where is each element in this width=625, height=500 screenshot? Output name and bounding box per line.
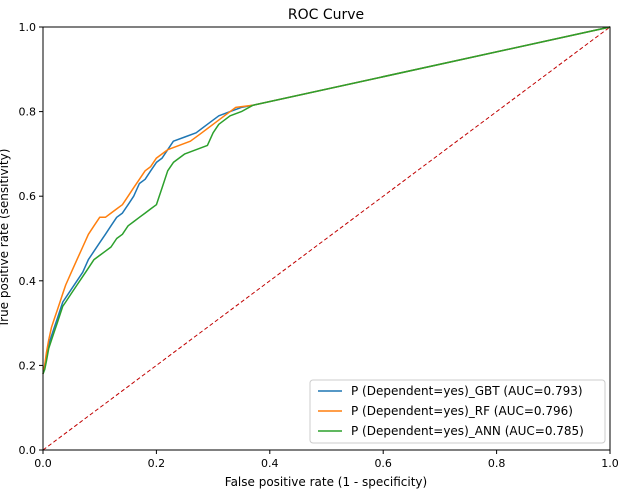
series-line-gbt — [42, 26, 611, 375]
y-tick-label: 0.6 — [19, 190, 37, 203]
plot-frame — [42, 26, 611, 451]
series-line-rf — [42, 26, 611, 375]
x-tick-label: 0.2 — [148, 457, 166, 470]
legend-box — [309, 379, 606, 444]
y-tick-label: 0.2 — [19, 359, 37, 372]
reference-diagonal-line — [42, 26, 611, 451]
x-axis-label: False positive rate (1 - specificity) — [225, 475, 427, 489]
y-axis-label: True positive rate (sensitivity) — [0, 149, 11, 329]
y-tick-label: 0.4 — [19, 275, 37, 288]
x-tick-label: 0.4 — [261, 457, 279, 470]
series-group — [42, 26, 611, 375]
x-axis-ticks: 0.0 0.2 0.4 0.6 0.8 1.0 — [34, 450, 619, 470]
legend-label-gbt: P (Dependent=yes)_GBT (AUC=0.793) — [351, 384, 583, 398]
y-tick-label: 0.8 — [19, 106, 37, 119]
x-tick-label: 0.8 — [488, 457, 506, 470]
legend-label-rf: P (Dependent=yes)_RF (AUC=0.796) — [351, 404, 573, 418]
y-axis-ticks: 0.0 0.2 0.4 0.6 0.8 1.0 — [19, 21, 43, 457]
x-tick-label: 0.6 — [374, 457, 392, 470]
plot-area — [42, 26, 611, 451]
y-tick-label: 1.0 — [19, 21, 37, 34]
legend-label-ann: P (Dependent=yes)_ANN (AUC=0.785) — [351, 424, 584, 438]
x-tick-label: 0.0 — [34, 457, 52, 470]
legend: P (Dependent=yes)_GBT (AUC=0.793) P (Dep… — [309, 379, 606, 444]
series-line-ann — [42, 26, 611, 375]
chart-title: ROC Curve — [288, 7, 364, 23]
y-tick-label: 0.0 — [19, 444, 37, 457]
x-tick-label: 1.0 — [601, 457, 619, 470]
